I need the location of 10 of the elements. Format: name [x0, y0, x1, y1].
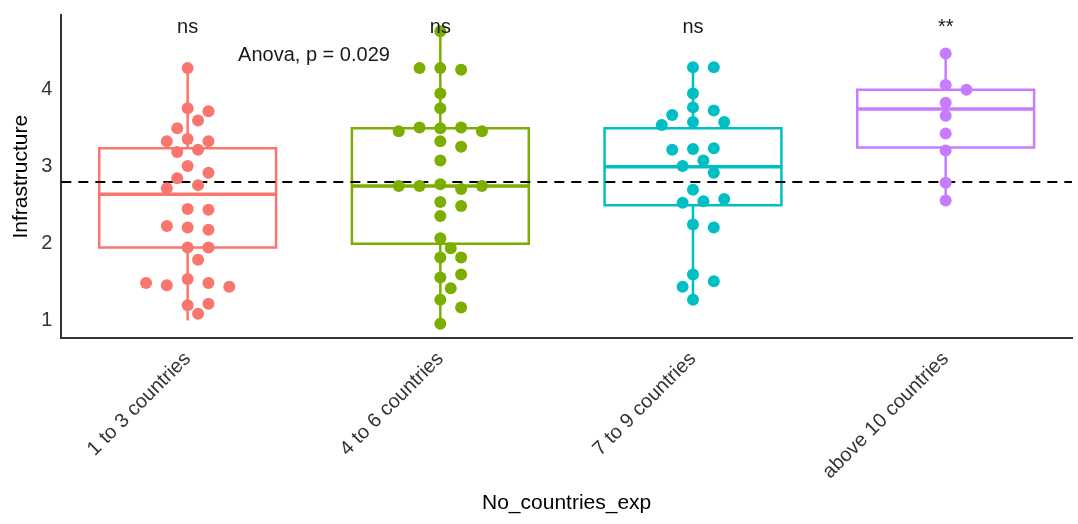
- annotation: **: [937, 14, 954, 37]
- annotation: ns: [682, 14, 704, 37]
- annotation: ns: [177, 14, 199, 37]
- annotation: Anova, p = 0.029: [238, 42, 390, 65]
- x-axis-title: No_countries_exp: [482, 490, 652, 515]
- y-tick-label: 4: [41, 77, 53, 100]
- y-tick-label: 2: [41, 231, 53, 254]
- y-tick-label: 3: [41, 154, 53, 177]
- y-axis-title: Infrastructure: [8, 114, 32, 239]
- y-tick-label: 1: [41, 308, 53, 331]
